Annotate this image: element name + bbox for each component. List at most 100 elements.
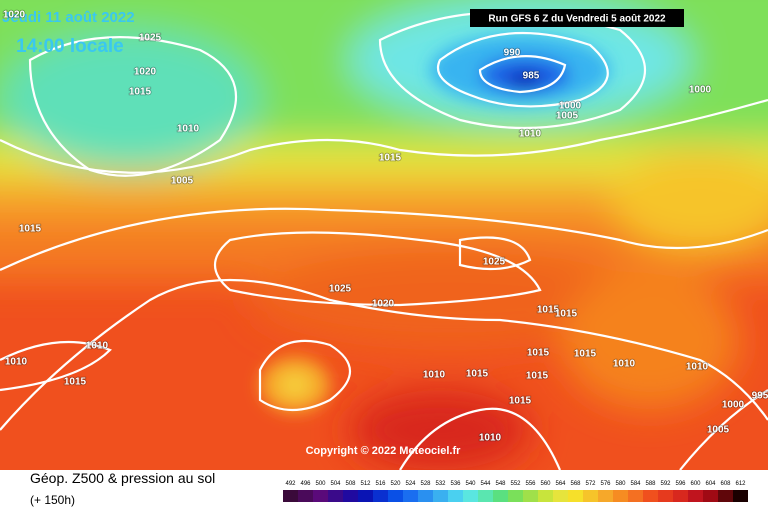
- scale-label: 568: [570, 481, 581, 487]
- isobar-label: 1015: [19, 224, 42, 235]
- isobar-label: 1015: [574, 349, 597, 360]
- isobar-label: 1025: [139, 33, 162, 44]
- scale-swatch: [583, 490, 598, 502]
- field: [0, 0, 768, 470]
- isobar-label: 1010: [479, 433, 502, 444]
- scale-label: 580: [615, 481, 626, 487]
- isobar-label: 1010: [519, 129, 542, 140]
- scale-label: 516: [375, 481, 386, 487]
- isobar-label: 1025: [329, 284, 352, 295]
- scale-swatch: [373, 490, 388, 502]
- isobar-label: 1005: [171, 176, 194, 187]
- scale-label: 528: [420, 481, 431, 487]
- scale-label: 536: [450, 481, 461, 487]
- scale-label: 596: [675, 481, 686, 487]
- isobar-label: 1020: [134, 67, 157, 78]
- isobar-labels: 1020102510201015101010051015990985100010…: [2, 9, 768, 445]
- scale-label: 512: [360, 481, 371, 487]
- isobar-label: 1020: [3, 10, 26, 21]
- scale-swatch: [493, 490, 508, 502]
- isobar-label: 1015: [64, 377, 87, 388]
- scale-label: 500: [315, 481, 326, 487]
- copyright: Copyright © 2022 Meteociel.fr: [306, 445, 462, 457]
- scale-swatch: [313, 490, 328, 502]
- scale-swatch: [733, 490, 748, 502]
- scale-label: 520: [390, 481, 401, 487]
- isobar-label: 1000: [689, 85, 712, 96]
- scale-label: 604: [705, 481, 716, 487]
- scale-label: 548: [495, 481, 506, 487]
- scale-swatch: [403, 490, 418, 502]
- scale-label: 552: [510, 481, 521, 487]
- scale-label: 576: [600, 481, 611, 487]
- scale-swatch: [553, 490, 568, 502]
- scale-label: 608: [720, 481, 731, 487]
- isobar-label: 1025: [483, 257, 506, 268]
- isobar-label: 1010: [5, 357, 28, 368]
- isobar-label: 1010: [613, 359, 636, 370]
- scale-swatch: [673, 490, 688, 502]
- isobar-label: 1015: [129, 87, 152, 98]
- scale-swatch: [598, 490, 613, 502]
- isobar-label: 1015: [555, 309, 578, 320]
- isobar-label: 990: [504, 48, 521, 59]
- isobar-label: 1005: [556, 111, 579, 122]
- scale-label: 496: [300, 481, 311, 487]
- isobar-label: 1020: [372, 299, 395, 310]
- scale-swatch: [658, 490, 673, 502]
- isobar-label: 1000: [559, 101, 582, 112]
- scale-label: 560: [540, 481, 551, 487]
- scale-swatch: [463, 490, 478, 502]
- scale-label: 556: [525, 481, 536, 487]
- scale-swatch: [448, 490, 463, 502]
- scale-swatch: [328, 490, 343, 502]
- isobar-label: 1015: [526, 371, 549, 382]
- scale-swatch: [283, 490, 298, 502]
- run-info: Run GFS 6 Z du Vendredi 5 août 2022: [488, 14, 666, 25]
- isobar-label: 1015: [537, 305, 560, 316]
- scale-swatch: [703, 490, 718, 502]
- scale-label: 544: [480, 481, 491, 487]
- scale-label: 524: [405, 481, 416, 487]
- isobar-label: 995: [752, 391, 768, 402]
- isobar-label: 1010: [686, 362, 709, 373]
- scale-swatch: [358, 490, 373, 502]
- scale-label: 492: [285, 481, 296, 487]
- isobar-label: 1010: [177, 124, 200, 135]
- isobar-label: 1010: [423, 370, 446, 381]
- scale-swatch: [628, 490, 643, 502]
- isobar-label: 1015: [466, 369, 489, 380]
- isobar-label: 985: [523, 71, 540, 82]
- scale-swatch: [343, 490, 358, 502]
- scale-swatch: [388, 490, 403, 502]
- scale-label: 612: [735, 481, 746, 487]
- scale-label: 588: [645, 481, 656, 487]
- isobar-label: 1015: [509, 396, 532, 407]
- run-box: [470, 9, 684, 27]
- scale-label: 532: [435, 481, 446, 487]
- scale-label: 540: [465, 481, 476, 487]
- scale-label: 508: [345, 481, 356, 487]
- legend-title: Géop. Z500 & pression au sol: [30, 470, 215, 486]
- scale-swatch: [418, 490, 433, 502]
- color-scale: 492 496 500 504 508 512 516 520 524 528 532 536 540 5…: [283, 481, 748, 502]
- scale-swatch: [688, 490, 703, 502]
- scale-label: 572: [585, 481, 596, 487]
- scale-label: 504: [330, 481, 341, 487]
- isobar-label: 1005: [707, 425, 730, 436]
- scale-swatch: [508, 490, 523, 502]
- legend-subtitle: (+ 150h): [30, 493, 75, 507]
- isobar-label: 1000: [722, 400, 745, 411]
- scale-swatch: [643, 490, 658, 502]
- scale-swatch: [568, 490, 583, 502]
- scale-label: 600: [690, 481, 701, 487]
- scale-swatch: [523, 490, 538, 502]
- isobar-label: 1015: [379, 153, 402, 164]
- scale-swatch: [613, 490, 628, 502]
- scale-label: 592: [660, 481, 671, 487]
- forecast-date: Jeudi 11 août 2022: [2, 9, 135, 26]
- scale-swatch: [538, 490, 553, 502]
- isobar-label: 1015: [527, 348, 550, 359]
- scale-label: 564: [555, 481, 566, 487]
